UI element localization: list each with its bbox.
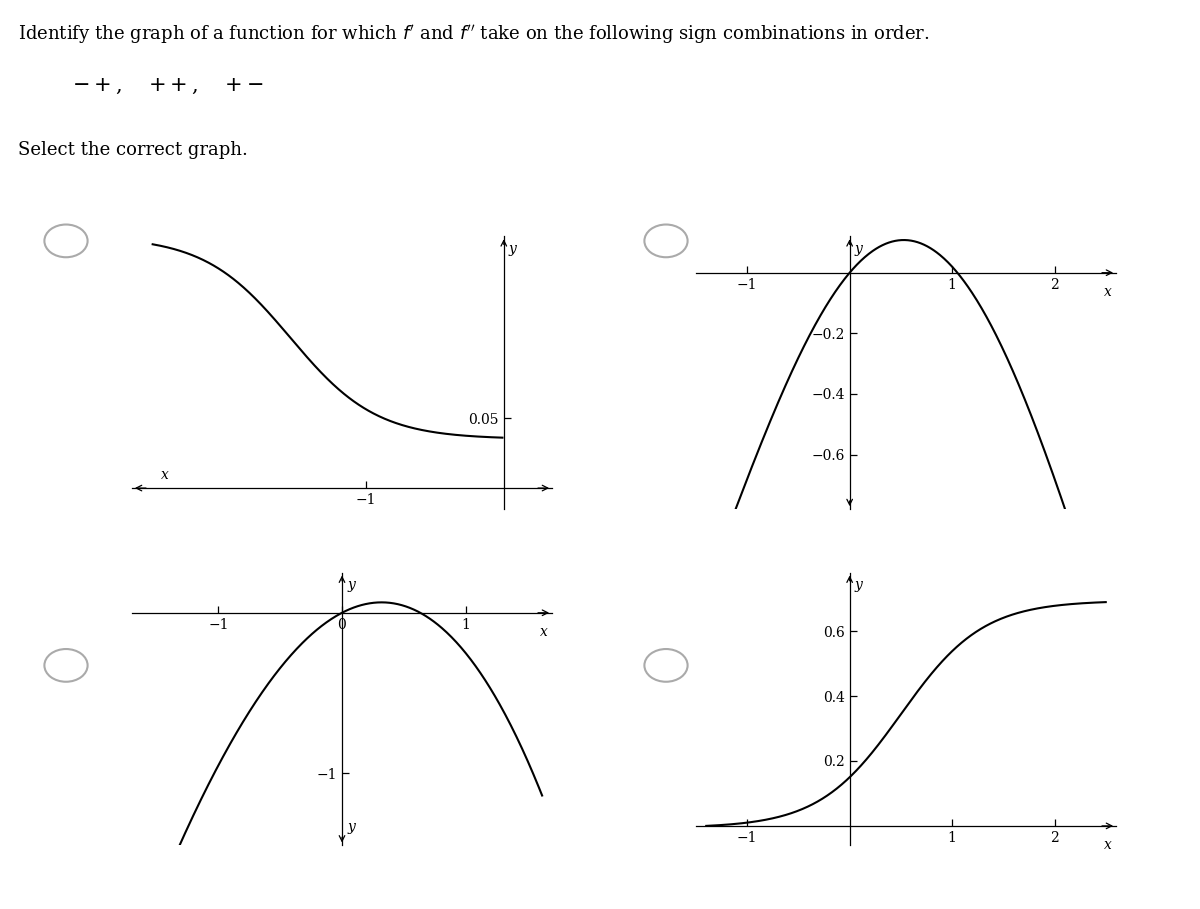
Text: y: y (854, 578, 863, 592)
Text: y: y (347, 821, 355, 834)
Text: Select the correct graph.: Select the correct graph. (18, 141, 248, 159)
Text: y: y (509, 242, 517, 255)
Text: x: x (540, 625, 547, 639)
Text: x: x (1104, 838, 1112, 852)
Text: x: x (1104, 285, 1112, 299)
Text: x: x (162, 468, 169, 482)
Text: y: y (347, 578, 355, 592)
Text: y: y (854, 242, 863, 255)
Text: $-+$,    $++$,    $+-$: $-+$, $++$, $+-$ (72, 77, 263, 96)
Text: Identify the graph of a function for which $f'$ and $f''$ take on the following : Identify the graph of a function for whi… (18, 23, 930, 45)
